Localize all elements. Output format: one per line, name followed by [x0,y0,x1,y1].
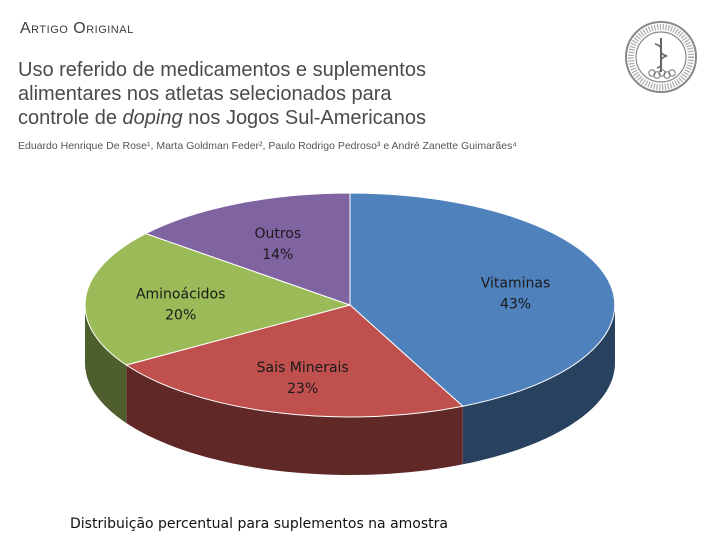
slice-aminoacidos [84,233,352,366]
slice-aminoacidos-label: Aminoácidos [136,287,225,303]
authors-line: Eduardo Henrique De Rose¹, Marta Goldman… [18,140,517,152]
title-line-3-post: nos Jogos Sul-Americanos [182,107,427,129]
pie-chart: Vitaminas 43% Sais Minerais 23% Aminoácidos 2… [84,192,616,475]
pie-labels: Vitaminas 43% Sais Minerais 23% Aminoácidos 2… [136,226,550,397]
slice-aminoacidos-value-label: 20% [165,308,196,324]
slice-vitaminas [349,192,616,407]
section-label: Artigo Original [20,20,134,37]
pie-3d-sides [85,305,615,475]
slice-sais-minerais-label: Sais Minerais [257,360,349,376]
slice-vitaminas-side [462,305,615,465]
title-line-3-emphasis: doping [122,107,183,129]
pie-slices [84,192,616,418]
slice-sais-minerais [125,304,464,418]
paper-title: Uso referido de medicamentos e suplement… [18,58,538,130]
slice-sais-minerais-side [126,365,463,475]
society-seal-logo [625,21,697,93]
slice-sais-minerais-value-label: 23% [287,381,318,397]
slice-outros-label: Outros [254,226,301,242]
slice-outros-value-label: 14% [262,247,293,263]
slice-vitaminas-value-label: 43% [500,296,531,312]
slice-vitaminas-label: Vitaminas [481,275,551,291]
slice-outros [144,192,351,306]
figure-caption: Distribuição percentual para suplementos… [70,516,448,532]
title-line-3-pre: controle de [18,107,123,129]
slice-aminoacidos-side [85,305,127,423]
title-line-1: Uso referido de medicamentos e suplement… [18,59,426,81]
title-line-2: alimentares nos atletas selecionados par… [18,83,392,105]
